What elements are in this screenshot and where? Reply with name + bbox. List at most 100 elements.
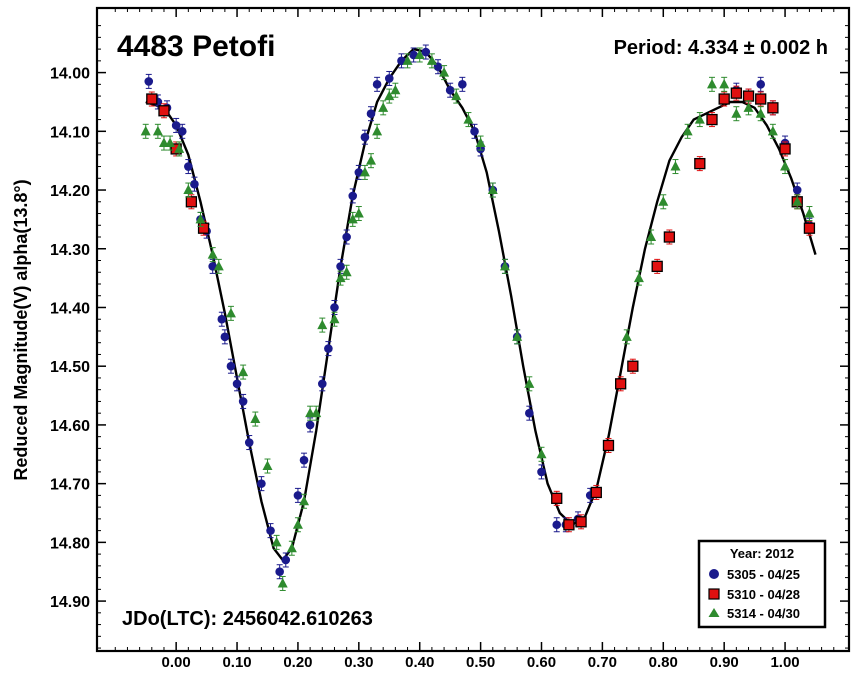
point-square: [146, 93, 158, 105]
point-triangle: [706, 78, 717, 89]
point-square: [627, 360, 639, 372]
point-triangle: [207, 249, 218, 259]
point-circle: [458, 80, 467, 89]
point-triangle: [225, 307, 236, 318]
y-tick-label: 14.80: [50, 535, 90, 552]
point-circle: [445, 85, 455, 95]
point-triangle: [372, 125, 383, 136]
point-circle: [220, 332, 230, 342]
point-square: [767, 102, 779, 114]
point-circle: [366, 109, 376, 118]
legend-label-5314: 5314 - 04/30: [727, 606, 800, 621]
y-tick-label: 14.90: [50, 594, 90, 611]
point-triangle: [174, 143, 185, 153]
point-circle: [792, 185, 802, 195]
point-triangle: [439, 67, 450, 77]
y-tick-label: 14.60: [50, 418, 90, 435]
point-triangle: [792, 196, 803, 206]
point-square: [615, 378, 627, 390]
x-tick-label: 1.00: [770, 654, 799, 671]
legend-marker-5310: [708, 588, 720, 600]
y-tick-label: 14.10: [50, 124, 90, 141]
point-triangle: [804, 208, 815, 218]
point-triangle: [353, 208, 364, 218]
point-square: [694, 157, 706, 170]
point-square: [706, 113, 718, 126]
y-tick-label: 14.70: [50, 477, 90, 494]
point-circle: [281, 555, 291, 565]
legend-label-5305: 5305 - 04/25: [727, 567, 800, 582]
point-triangle: [366, 155, 377, 165]
legend-label-5310: 5310 - 04/28: [727, 587, 800, 602]
point-circle: [537, 467, 546, 477]
point-circle: [470, 127, 479, 136]
point-triangle: [646, 231, 657, 242]
x-tick-label: 0.60: [527, 654, 556, 671]
point-triangle: [384, 90, 395, 101]
point-square: [651, 260, 663, 273]
point-triangle: [426, 55, 437, 65]
point-triangle: [359, 166, 370, 177]
point-circle: [226, 361, 236, 371]
point-circle: [293, 491, 303, 500]
point-triangle: [487, 184, 498, 195]
point-triangle: [621, 331, 632, 341]
point-triangle: [451, 90, 462, 101]
point-triangle: [341, 266, 352, 277]
point-triangle: [299, 495, 310, 506]
point-triangle: [536, 448, 547, 459]
point-circle: [171, 121, 181, 130]
point-circle: [384, 74, 394, 83]
y-tick-label: 14.40: [50, 300, 90, 317]
point-triangle: [755, 108, 766, 118]
y-tick-label: 14.50: [50, 359, 90, 376]
data-points: [140, 44, 816, 591]
point-triangle: [694, 114, 705, 124]
y-tick-label: 14.00: [50, 66, 90, 83]
point-square: [803, 222, 816, 234]
x-tick-label: 0.90: [710, 654, 739, 671]
point-triangle: [311, 407, 322, 418]
point-square: [590, 486, 602, 499]
point-triangle: [658, 196, 669, 206]
x-tick-label: 0.30: [344, 654, 373, 671]
point-circle: [305, 420, 315, 430]
x-tick-label: 0.10: [222, 654, 251, 671]
point-triangle: [277, 577, 288, 588]
point-triangle: [463, 114, 474, 124]
x-tick-label: 0.50: [466, 654, 495, 671]
point-triangle: [262, 460, 273, 471]
point-square: [663, 231, 676, 243]
point-square: [158, 105, 170, 117]
point-triangle: [670, 161, 681, 171]
point-square: [779, 143, 791, 155]
point-triangle: [165, 137, 176, 148]
point-circle: [348, 191, 358, 201]
point-circle: [190, 179, 199, 189]
point-circle: [238, 397, 248, 406]
point-triangle: [329, 313, 340, 324]
point-triangle: [271, 536, 282, 547]
point-triangle: [286, 542, 297, 553]
point-triangle: [378, 102, 389, 112]
point-square: [575, 516, 587, 528]
x-tick-label: 0.20: [283, 654, 312, 671]
point-triangle: [475, 137, 486, 148]
point-circle: [756, 80, 766, 89]
point-circle: [266, 526, 275, 535]
x-tick-label: 0.00: [162, 654, 191, 671]
point-triangle: [743, 102, 754, 112]
point-triangle: [719, 78, 730, 89]
point-triangle: [512, 331, 523, 341]
legend-marker-5305: [709, 569, 719, 579]
point-triangle: [347, 213, 358, 224]
point-triangle: [183, 184, 194, 195]
point-square: [551, 492, 563, 504]
point-circle: [232, 379, 242, 389]
point-triangle: [140, 125, 151, 136]
epoch-label: JDo(LTC): 2456042.610263: [122, 608, 373, 630]
point-square: [718, 93, 730, 105]
point-circle: [244, 438, 254, 447]
axis-ticks: 0.00 0.10 0.20 0.30 0.40 0.50 0.60 0.70 0.80 0.90…: [50, 8, 849, 671]
